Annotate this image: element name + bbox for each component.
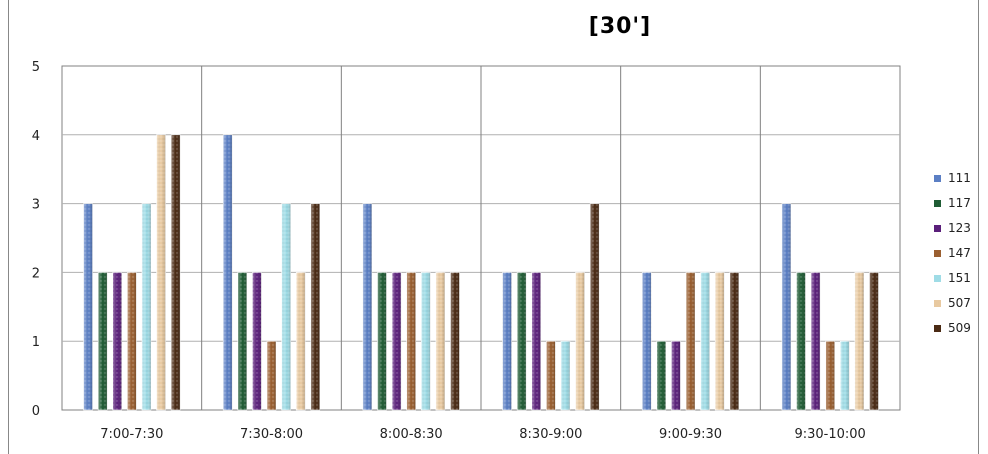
legend-item-123: 123 — [934, 221, 971, 235]
bar-507-7:00-7:30 — [156, 134, 166, 411]
legend-swatch — [934, 300, 941, 307]
legend-label: 117 — [948, 196, 971, 210]
frame-left-border — [8, 0, 9, 454]
bar-123-9:00-9:30 — [671, 340, 681, 411]
bar-117-8:30-9:00 — [516, 272, 527, 411]
bar-111-7:30-8:00 — [222, 134, 233, 411]
legend-swatch — [934, 225, 941, 232]
bar-111-9:30-10:00 — [781, 203, 792, 411]
bar-117-9:00-9:30 — [656, 340, 667, 411]
bar-117-9:30-10:00 — [796, 272, 806, 411]
legend-label: 507 — [948, 296, 971, 310]
legend-swatch — [934, 200, 941, 207]
bar-147-7:30-8:00 — [266, 340, 277, 411]
bar-507-9:00-9:30 — [714, 272, 725, 411]
bar-123-8:30-9:00 — [531, 272, 542, 411]
x-tick-label: 7:30-8:00 — [240, 427, 303, 442]
legend-label: 509 — [948, 321, 971, 335]
y-tick-label: 5 — [32, 60, 40, 75]
bar-509-9:30-10:00 — [869, 272, 879, 411]
y-tick-label: 2 — [32, 266, 40, 281]
legend-item-507: 507 — [934, 296, 971, 310]
bar-509-7:30-8:00 — [310, 203, 321, 411]
x-tick-label: 7:00-7:30 — [100, 427, 163, 442]
bar-147-8:00-8:30 — [406, 272, 416, 411]
bar-147-9:30-10:00 — [825, 340, 835, 411]
bar-111-7:00-7:30 — [83, 203, 93, 411]
bar-507-9:30-10:00 — [854, 272, 865, 411]
bar-147-8:30-9:00 — [546, 340, 556, 411]
bar-151-8:30-9:00 — [560, 340, 571, 411]
legend-swatch — [934, 325, 941, 332]
bars-layer — [83, 134, 879, 411]
bar-123-9:30-10:00 — [810, 272, 821, 411]
bar-151-7:00-7:30 — [141, 203, 152, 411]
bar-509-7:00-7:30 — [170, 134, 181, 411]
frame-right-border — [978, 0, 979, 454]
legend-item-111: 111 — [934, 171, 971, 185]
bar-509-8:30-9:00 — [589, 203, 600, 411]
bar-509-9:00-9:30 — [729, 272, 740, 411]
legend-item-147: 147 — [934, 246, 971, 260]
bar-151-8:00-8:30 — [420, 272, 431, 411]
bar-111-9:00-9:30 — [641, 272, 652, 411]
bar-147-7:00-7:30 — [127, 272, 137, 411]
legend-label: 147 — [948, 246, 971, 260]
bar-117-7:00-7:30 — [97, 272, 108, 411]
bar-111-8:30-9:00 — [502, 272, 512, 411]
bar-151-9:00-9:30 — [700, 272, 710, 411]
bar-151-7:30-8:00 — [281, 203, 291, 411]
x-tick-label: 9:30-10:00 — [794, 427, 865, 442]
bar-117-8:00-8:30 — [377, 272, 387, 411]
bar-151-9:30-10:00 — [839, 340, 850, 411]
ticks-layer: 0 1 2 3 4 5 7:00-7:30 7:30-8:00 8:00-8:30 8:30-9:… — [32, 60, 866, 442]
y-tick-label: 3 — [32, 198, 40, 213]
y-tick-label: 4 — [32, 129, 40, 144]
x-tick-label: 9:00-9:30 — [659, 427, 722, 442]
x-tick-label: 8:30-9:00 — [519, 427, 582, 442]
x-tick-label: 8:00-8:30 — [380, 427, 443, 442]
legend-label: 123 — [948, 221, 971, 235]
bar-147-9:00-9:30 — [685, 272, 696, 411]
bar-507-7:30-8:00 — [295, 272, 306, 411]
legend: 111 117 123 147 151 507 509 — [934, 171, 971, 335]
legend-swatch — [934, 250, 941, 257]
bar-111-8:00-8:30 — [362, 203, 373, 411]
bar-117-7:30-8:00 — [237, 272, 248, 411]
y-tick-label: 1 — [32, 335, 40, 350]
grid-layer — [61, 65, 901, 411]
legend-item-151: 151 — [934, 271, 971, 285]
bar-507-8:00-8:30 — [435, 272, 446, 411]
legend-swatch — [934, 275, 941, 282]
legend-swatch — [934, 175, 941, 182]
bar-507-8:30-9:00 — [575, 272, 585, 411]
y-tick-label: 0 — [32, 404, 40, 419]
legend-item-117: 117 — [934, 196, 971, 210]
bar-509-8:00-8:30 — [450, 272, 460, 411]
bar-123-8:00-8:30 — [391, 272, 402, 411]
chart-title: [30'] — [588, 14, 652, 39]
bar-123-7:30-8:00 — [252, 272, 262, 411]
legend-label: 111 — [948, 171, 971, 185]
bar-123-7:00-7:30 — [112, 272, 123, 411]
legend-label: 151 — [948, 271, 971, 285]
legend-item-509: 509 — [934, 321, 971, 335]
